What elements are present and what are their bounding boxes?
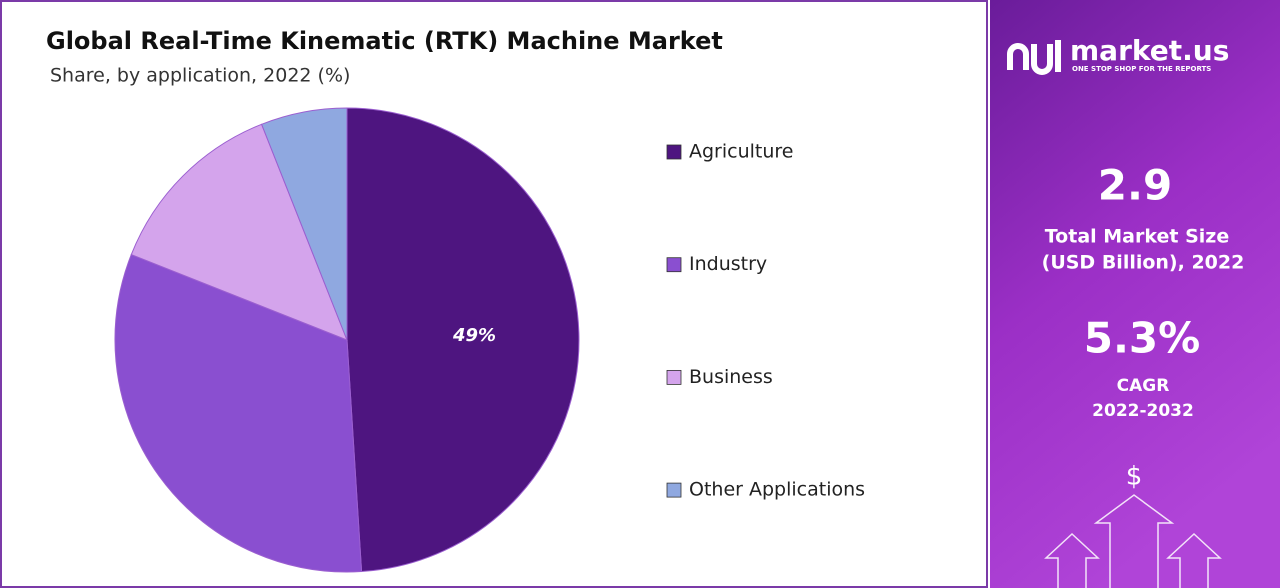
legend-label: Other Applications — [689, 479, 865, 501]
logo-icon — [1007, 43, 1029, 70]
cagr-label: CAGR — [1117, 376, 1170, 396]
chart-title: Global Real-Time Kinematic (RTK) Machine… — [46, 27, 723, 55]
tagline: ONE STOP SHOP FOR THE REPORTS — [1072, 65, 1211, 73]
logo-icon — [1031, 40, 1061, 75]
legend-label: Agriculture — [689, 141, 794, 163]
legend-swatch — [666, 144, 682, 160]
pie-slice — [346, 107, 580, 573]
pie-slice — [130, 123, 348, 341]
legend-label: Business — [689, 366, 773, 388]
legend-swatch — [666, 369, 682, 385]
legend-swatch — [666, 482, 682, 498]
side-panel — [990, 0, 1280, 588]
chart-subtitle: Share, by application, 2022 (%) — [50, 65, 350, 87]
legend-label: Industry — [689, 253, 767, 275]
pie-slice — [260, 107, 348, 341]
pie-slice — [114, 253, 363, 573]
brand: market.us — [1070, 34, 1229, 67]
logo: market.us ONE STOP SHOP FOR THE REPORTS — [1007, 34, 1229, 75]
market-size-label: (USD Billion), 2022 — [1042, 252, 1245, 274]
arrows-icon — [1044, 494, 1222, 588]
market-size-label: Total Market Size — [1045, 226, 1229, 248]
data-label: 49% — [452, 325, 496, 346]
cagr: 5.3% — [1084, 314, 1200, 363]
market-size: 2.9 — [1098, 161, 1172, 210]
legend-swatch — [666, 257, 682, 273]
cagr-label: 2022-2032 — [1092, 401, 1194, 421]
dollar-icon: $ — [1126, 462, 1143, 492]
